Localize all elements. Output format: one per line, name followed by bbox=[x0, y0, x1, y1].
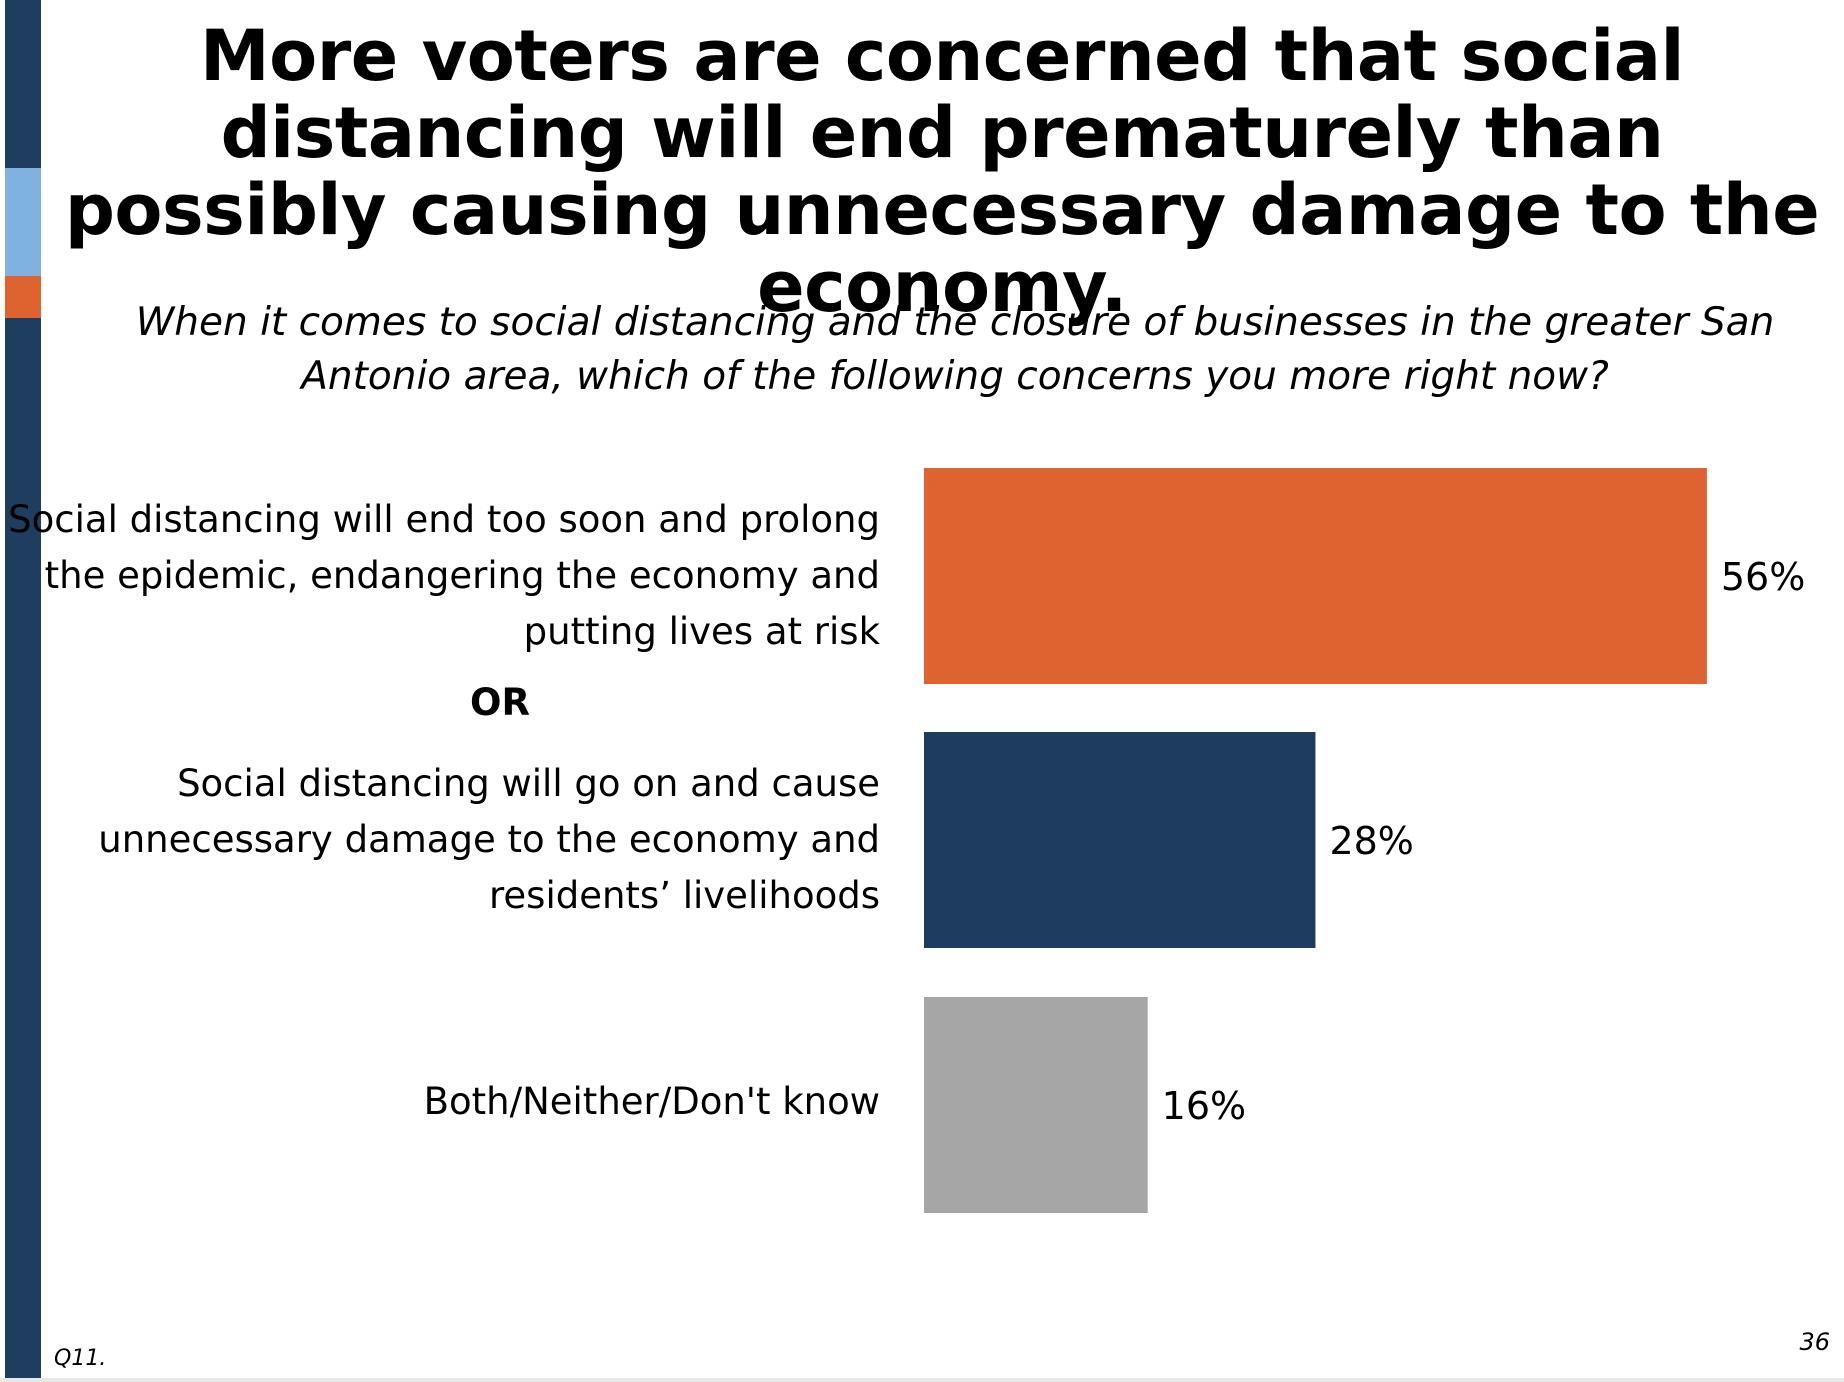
slide-title: More voters are concerned that social di… bbox=[64, 15, 1820, 328]
bar-end-too-soon bbox=[924, 468, 1707, 684]
bottom-rule bbox=[0, 1378, 1844, 1382]
data-label-end-too-soon: 56% bbox=[1721, 555, 1805, 599]
data-label-both-neither: 16% bbox=[1162, 1084, 1246, 1128]
data-label-unnecessary-damage: 28% bbox=[1329, 819, 1413, 863]
category-label-unnecessary-damage: Social distancing will go on and cause u… bbox=[98, 762, 880, 917]
side-accent-orange bbox=[5, 276, 41, 318]
side-accent-dark-top bbox=[5, 0, 41, 168]
bar-both-neither bbox=[924, 997, 1148, 1213]
bar-unnecessary-damage bbox=[924, 732, 1316, 948]
side-accent-bar bbox=[5, 0, 41, 1382]
category-label-end-too-soon: Social distancing will end too soon and … bbox=[8, 498, 880, 653]
or-separator: OR bbox=[470, 681, 530, 724]
page-number: 36 bbox=[1799, 1328, 1830, 1356]
survey-question: When it comes to social distancing and t… bbox=[135, 300, 1775, 399]
footnote: Q11. bbox=[54, 1346, 107, 1371]
category-label-both-neither: Both/Neither/Don't know bbox=[423, 1080, 880, 1123]
side-accent-dark-bottom bbox=[5, 318, 41, 1382]
side-accent-light bbox=[5, 168, 41, 276]
